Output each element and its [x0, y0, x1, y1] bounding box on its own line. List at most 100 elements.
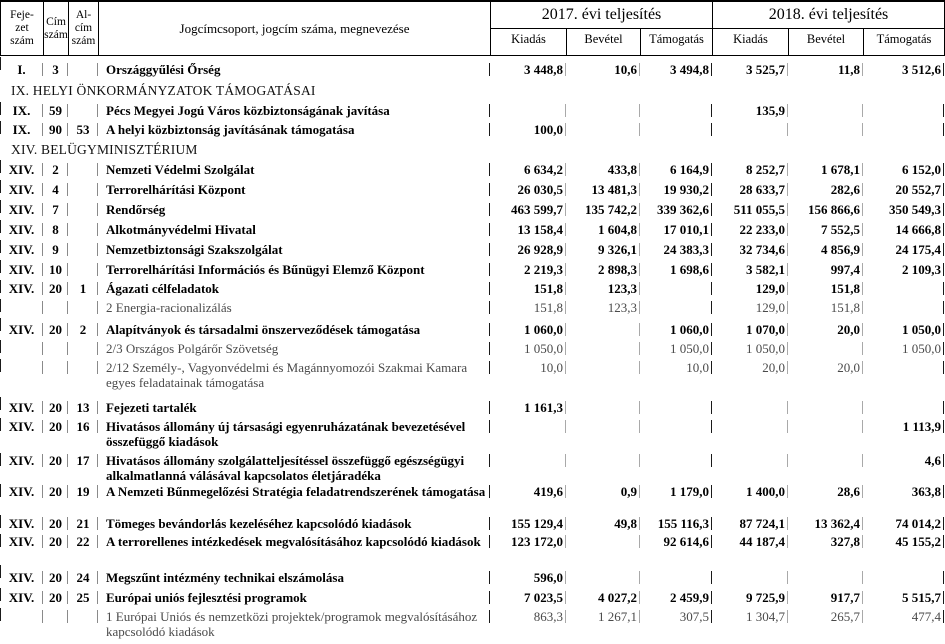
value-2018-bevetel: 151,8 — [788, 300, 863, 317]
col-header-alcim-szam: Al- cím szám — [69, 2, 99, 55]
value-2017-kiadas: 26 030,5 — [490, 182, 566, 199]
fejezet-szam-cell: XIV. — [0, 222, 43, 239]
value-2018-kiadas — [712, 400, 788, 417]
value-2017-tamogatas — [640, 300, 712, 317]
fejezet-szam-cell: XIV. — [0, 484, 43, 514]
cim-szam-cell: 59 — [43, 103, 68, 120]
value-2018-tamogatas — [863, 122, 944, 139]
value-2017-tamogatas — [640, 400, 712, 417]
table-row: XIV. 20 21 Tömeges bevándorlás kezeléséhez … — [0, 514, 944, 533]
value-2018-bevetel: 13 362,4 — [788, 516, 863, 533]
cim-szam-cell: 9 — [43, 242, 68, 259]
table-row: XIV. 20 19 A Nemzeti Bűnmegelőzési Stratégi… — [0, 483, 944, 514]
value-2018-bevetel: 282,6 — [788, 182, 863, 199]
value-2018-kiadas — [712, 419, 788, 452]
alcim-szam-cell — [68, 341, 98, 358]
cim-szam-cell — [43, 300, 68, 317]
cim-szam-cell: 20 — [43, 453, 68, 483]
value-2017-bevetel — [566, 122, 640, 139]
value-2018-bevetel: 28,6 — [788, 484, 863, 514]
value-2017-bevetel — [566, 103, 640, 120]
fejezet-szam-cell — [0, 609, 43, 642]
value-2017-tamogatas — [640, 570, 712, 587]
fejezet-szam-cell: XIV. — [0, 453, 43, 483]
fejezet-szam-cell: IX. — [0, 103, 43, 120]
value-2017-tamogatas — [640, 281, 712, 298]
value-2018-kiadas: 22 233,0 — [712, 222, 788, 239]
cim-szam-cell — [43, 341, 68, 358]
value-2018-kiadas: 129,0 — [712, 300, 788, 317]
value-2017-tamogatas — [640, 419, 712, 452]
cim-szam-cell: 20 — [43, 570, 68, 587]
col-header-2017-tamogatas: Támogatás — [641, 28, 713, 55]
value-2018-bevetel — [788, 570, 863, 587]
alcim-szam-cell — [68, 360, 98, 396]
value-2017-kiadas: 7 023,5 — [490, 590, 566, 607]
year-header-group: 2017. évi teljesítés 2018. évi teljesíté… — [491, 2, 945, 55]
section-row: XIV. BELÜGYMINISZTÉRIUM — [0, 139, 944, 159]
value-2017-bevetel — [566, 453, 640, 483]
value-2017-bevetel: 10,6 — [566, 62, 640, 82]
value-2017-kiadas: 10,0 — [490, 360, 566, 396]
value-2018-kiadas — [712, 453, 788, 483]
value-2017-tamogatas: 24 383,3 — [640, 242, 712, 259]
value-2018-kiadas: 1 304,7 — [712, 609, 788, 642]
table-row: XIV. 8 Alkotmányvédelmi Hivatal 13 158,4 1 6… — [0, 219, 944, 239]
table-row: 2/12 Személy-, Vagyonvédelmi és Magánnyo… — [0, 358, 944, 396]
value-2018-bevetel — [788, 103, 863, 120]
value-2017-tamogatas: 10,0 — [640, 360, 712, 396]
megnevezes-cell: Tömeges bevándorlás kezeléséhez kapcsoló… — [98, 516, 490, 533]
col-header-2018-tamogatas: Támogatás — [864, 28, 945, 55]
alcim-szam-cell — [68, 162, 98, 179]
value-2018-kiadas: 1 400,0 — [712, 484, 788, 514]
megnevezes-cell: 1 Európai Uniós és nemzetközi projektek/… — [98, 609, 490, 642]
fejezet-szam-cell — [0, 341, 43, 358]
fejezet-szam-cell: I. — [0, 62, 43, 82]
value-2017-tamogatas: 1 060,0 — [640, 322, 712, 339]
value-2018-tamogatas — [863, 570, 944, 587]
value-2018-tamogatas: 363,8 — [863, 484, 944, 514]
alcim-szam-cell: 16 — [68, 419, 98, 452]
value-2017-tamogatas: 92 614,6 — [640, 534, 712, 564]
value-2018-bevetel: 1 678,1 — [788, 162, 863, 179]
value-2017-kiadas — [490, 453, 566, 483]
value-2018-tamogatas: 20 552,7 — [863, 182, 944, 199]
alcim-szam-cell — [68, 242, 98, 259]
value-2018-tamogatas: 1 113,9 — [863, 419, 944, 452]
value-2017-kiadas: 2 219,3 — [490, 262, 566, 279]
cim-szam-cell: 20 — [43, 322, 68, 339]
fejezet-szam-cell: XIV. — [0, 590, 43, 607]
value-2018-bevetel: 4 856,9 — [788, 242, 863, 259]
megnevezes-cell: Terrorelhárítási Információs és Bűnügyi … — [98, 262, 490, 279]
cim-szam-cell: 8 — [43, 222, 68, 239]
alcim-szam-cell: 25 — [68, 590, 98, 607]
year-row: 2017. évi teljesítés 2018. évi teljesíté… — [491, 2, 945, 29]
fejezet-szam-cell: XIV. — [0, 242, 43, 259]
megnevezes-cell: Európai uniós fejlesztési programok — [98, 590, 490, 607]
fejezet-szam-cell: XIV. — [0, 202, 43, 219]
col-header-2018-bevetel: Bevétel — [789, 28, 864, 55]
value-2018-tamogatas: 477,4 — [863, 609, 944, 642]
col-header-2017: 2017. évi teljesítés — [491, 2, 713, 29]
subheader-row: Kiadás Bevétel Támogatás Kiadás Bevétel … — [491, 28, 945, 55]
value-2018-bevetel: 7 552,5 — [788, 222, 863, 239]
value-2017-kiadas — [490, 103, 566, 120]
value-2018-tamogatas: 24 175,4 — [863, 242, 944, 259]
alcim-szam-cell: 24 — [68, 570, 98, 587]
megnevezes-cell: Hivatásos állomány szolgálatteljesítésse… — [98, 453, 490, 483]
fejezet-szam-cell: XIV. — [0, 419, 43, 452]
alcim-szam-cell — [68, 262, 98, 279]
cim-szam-cell: 20 — [43, 534, 68, 564]
value-2017-bevetel: 135 742,2 — [566, 202, 640, 219]
value-2017-tamogatas — [640, 453, 712, 483]
cim-szam-cell: 2 — [43, 162, 68, 179]
alcim-szam-cell — [68, 300, 98, 317]
value-2018-kiadas: 1 070,0 — [712, 322, 788, 339]
section-title: XIV. BELÜGYMINISZTÉRIUM — [11, 142, 198, 157]
value-2018-bevetel: 997,4 — [788, 262, 863, 279]
table-row: XIV. 20 24 Megszűnt intézmény technikai els… — [0, 564, 944, 587]
table-row: I. 3 Országgyűlési Őrség 3 448,8 10,6 3 494,8… — [0, 56, 944, 82]
value-2018-kiadas: 20,0 — [712, 360, 788, 396]
value-2017-bevetel — [566, 341, 640, 358]
